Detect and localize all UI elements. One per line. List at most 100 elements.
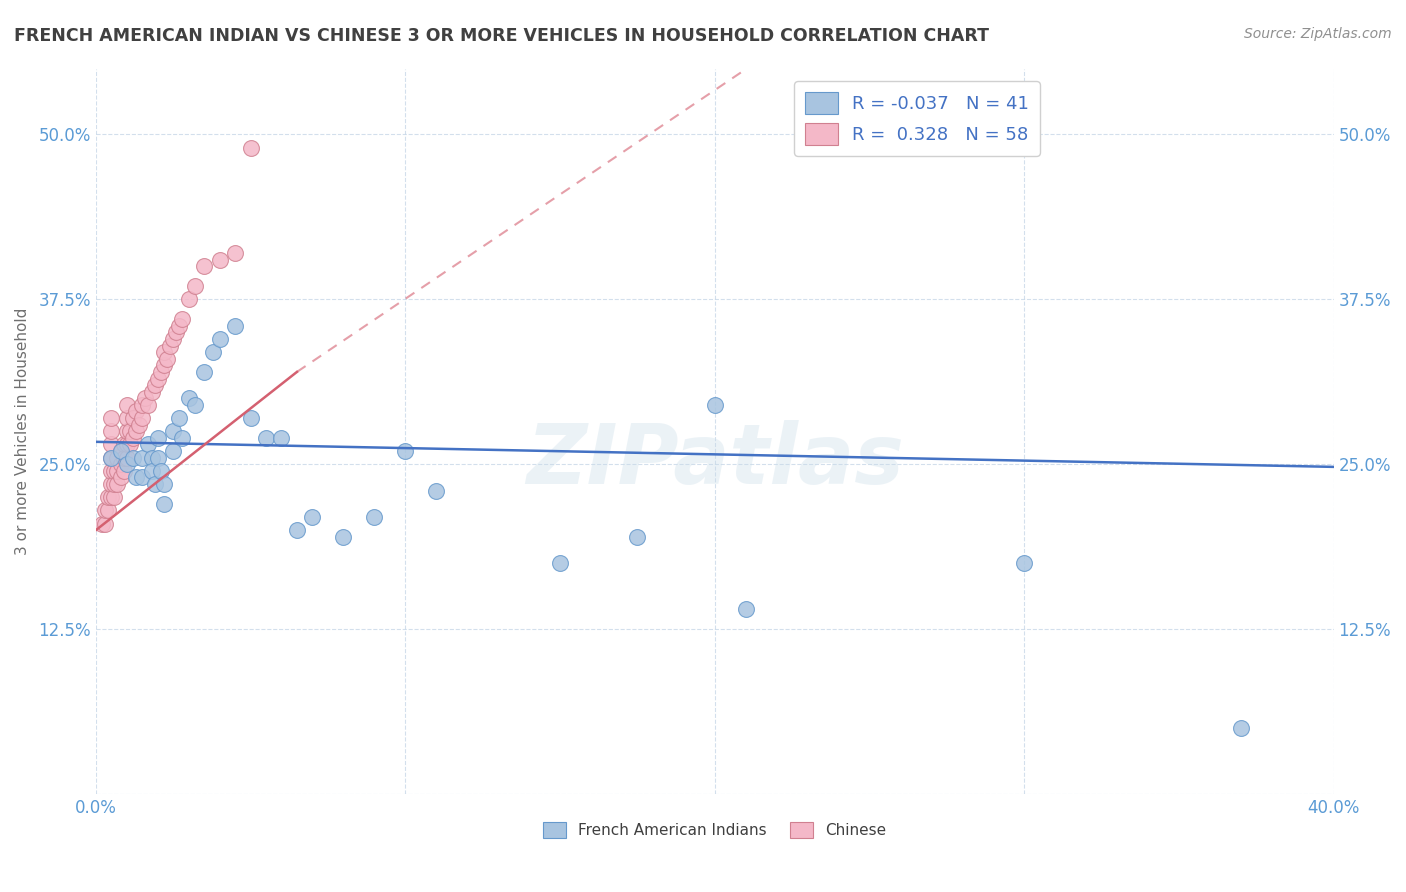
Point [394, 444, 416, 458]
Point [208, 252, 231, 267]
Point [100, 411, 122, 425]
Point [91, 516, 114, 531]
Point [224, 318, 246, 333]
Point [193, 260, 215, 274]
Point [115, 450, 138, 465]
Point [103, 477, 125, 491]
Point [162, 332, 184, 346]
Point [110, 444, 132, 458]
Y-axis label: 3 or more Vehicles in Household: 3 or more Vehicles in Household [15, 308, 30, 555]
Point [146, 450, 169, 465]
Point [100, 437, 122, 451]
Point [153, 497, 176, 511]
Point [100, 450, 122, 465]
Point [548, 556, 571, 570]
Point [112, 464, 135, 478]
Point [153, 477, 176, 491]
Point [100, 490, 122, 504]
Point [122, 431, 145, 445]
Text: ZIPatlas: ZIPatlas [526, 420, 904, 500]
Point [141, 384, 163, 399]
Point [134, 392, 156, 406]
Point [110, 470, 132, 484]
Point [149, 464, 172, 478]
Point [118, 437, 141, 451]
Point [159, 338, 181, 352]
Point [97, 490, 120, 504]
Point [153, 345, 176, 359]
Point [103, 464, 125, 478]
Point [208, 332, 231, 346]
Point [128, 417, 150, 432]
Point [115, 457, 138, 471]
Point [103, 490, 125, 504]
Point [270, 431, 292, 445]
Point [703, 398, 725, 412]
Point [110, 444, 132, 458]
Point [131, 411, 153, 425]
Point [146, 371, 169, 385]
Point [149, 365, 172, 379]
Point [122, 450, 145, 465]
Point [138, 437, 160, 451]
Point [100, 477, 122, 491]
Point [172, 431, 194, 445]
Point [1012, 556, 1035, 570]
Point [122, 411, 145, 425]
Point [254, 431, 277, 445]
Point [363, 510, 385, 524]
Point [184, 279, 207, 293]
Point [156, 351, 179, 366]
Point [107, 477, 129, 491]
Point [125, 424, 148, 438]
Point [165, 326, 187, 340]
Point [169, 318, 191, 333]
Point [143, 378, 166, 392]
Point [141, 464, 163, 478]
Point [107, 464, 129, 478]
Point [110, 457, 132, 471]
Point [141, 450, 163, 465]
Point [193, 365, 215, 379]
Point [112, 437, 135, 451]
Point [112, 450, 135, 465]
Text: FRENCH AMERICAN INDIAN VS CHINESE 3 OR MORE VEHICLES IN HOUSEHOLD CORRELATION CH: FRENCH AMERICAN INDIAN VS CHINESE 3 OR M… [14, 27, 988, 45]
Point [100, 450, 122, 465]
Point [118, 424, 141, 438]
Point [94, 503, 117, 517]
Point [626, 530, 648, 544]
Point [184, 398, 207, 412]
Point [239, 411, 262, 425]
Point [162, 424, 184, 438]
Point [125, 404, 148, 418]
Point [301, 510, 323, 524]
Point [425, 483, 447, 498]
Point [285, 523, 308, 537]
Point [162, 444, 184, 458]
Point [177, 293, 200, 307]
Point [115, 437, 138, 451]
Point [131, 398, 153, 412]
Point [115, 398, 138, 412]
Point [1229, 721, 1251, 735]
Point [239, 141, 262, 155]
Legend: French American Indians, Chinese: French American Indians, Chinese [537, 816, 893, 845]
Point [734, 602, 756, 616]
Point [138, 398, 160, 412]
Point [169, 411, 191, 425]
Point [107, 450, 129, 465]
Point [332, 530, 354, 544]
Point [94, 516, 117, 531]
Point [202, 345, 225, 359]
Point [115, 424, 138, 438]
Point [146, 431, 169, 445]
Point [131, 450, 153, 465]
Point [143, 477, 166, 491]
Point [177, 392, 200, 406]
Point [131, 470, 153, 484]
Point [115, 411, 138, 425]
Point [97, 503, 120, 517]
Point [100, 424, 122, 438]
Point [172, 312, 194, 326]
Text: Source: ZipAtlas.com: Source: ZipAtlas.com [1244, 27, 1392, 41]
